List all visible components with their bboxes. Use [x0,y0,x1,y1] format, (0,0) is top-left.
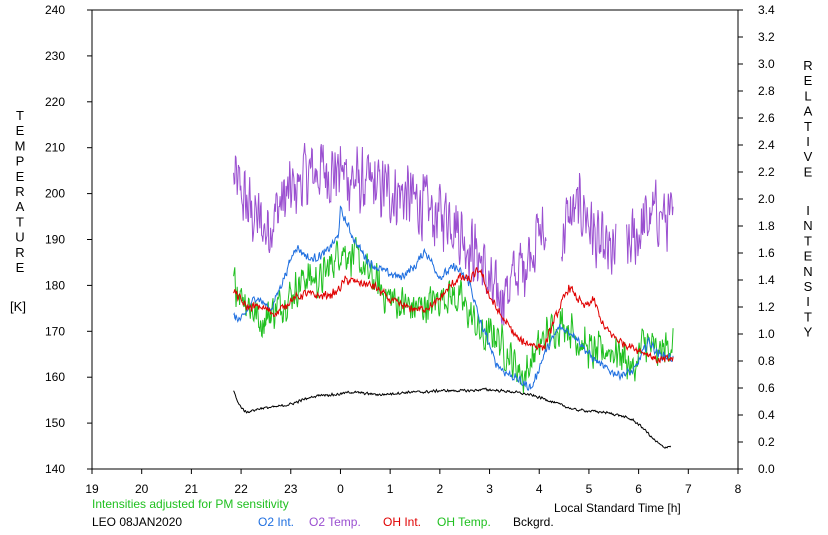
right-axis-label-letter: I [806,294,810,309]
x-tick-label: 8 [735,482,742,496]
right-axis-label-letter: T [804,119,812,134]
right-axis-label-letter: T [804,233,812,248]
left-axis-label-letter: R [15,245,24,260]
x-axis-ticks: 19 20 21 22 23 0 1 2 3 4 5 6 7 8 [85,469,742,496]
left-tick-label: 140 [45,462,65,476]
right-tick-label: 3.2 [758,30,775,44]
left-tick-label: 170 [45,324,65,338]
right-axis-ticks: 0.0 0.2 0.4 0.6 0.8 1.0 1.2 1.4 1.6 1.8 2.0 2.2 2.4 2… [738,3,775,476]
right-axis-label-letter: E [804,249,813,264]
left-axis-unit: [K] [10,299,26,314]
series-line [561,172,617,275]
x-tick-label: 22 [234,482,248,496]
right-axis-label-letter: S [804,279,813,294]
site-date: LEO 08JAN2020 [92,515,182,529]
x-tick-label: 0 [337,482,344,496]
right-tick-label: 0.4 [758,408,775,422]
series-line [233,387,672,449]
left-tick-label: 190 [45,233,65,247]
right-tick-label: 3.0 [758,57,775,71]
x-tick-label: 3 [486,482,493,496]
left-tick-label: 240 [45,3,65,17]
right-tick-label: 1.0 [758,327,775,341]
right-axis-label-letter: E [804,73,813,88]
legend: O2 Int. O2 Temp. OH Int. OH Temp. Bckgrd. [258,515,554,529]
x-tick-label: 23 [284,482,298,496]
right-axis-label-letter: I [806,203,810,218]
right-axis-label-letter: T [804,309,812,324]
right-axis-label-letter: L [804,88,811,103]
series-group [233,142,674,449]
right-tick-label: 2.8 [758,84,775,98]
left-axis-ticks: 140 150 160 170 180 190 200 210 220 230 240 [45,3,92,476]
right-tick-label: 2.6 [758,111,775,125]
left-axis-label-letter: T [16,214,24,229]
right-tick-label: 1.8 [758,219,775,233]
left-axis-label-letter: P [16,154,25,169]
legend-entry: OH Int. [383,515,421,529]
left-axis-label-letter: R [15,184,24,199]
x-tick-label: 19 [85,482,99,496]
right-tick-label: 1.2 [758,300,775,314]
left-tick-label: 160 [45,370,65,384]
series-line [233,237,674,394]
right-tick-label: 2.0 [758,192,775,206]
right-axis-label-letter: I [806,134,810,149]
left-tick-label: 220 [45,95,65,109]
x-tick-label: 20 [135,482,149,496]
right-axis-label-letter: N [803,264,812,279]
x-tick-label: 4 [536,482,543,496]
right-tick-label: 2.2 [758,165,775,179]
series-line [233,267,674,364]
right-axis-label-letter: E [804,164,813,179]
left-tick-label: 200 [45,187,65,201]
x-tick-label: 5 [586,482,593,496]
x-tick-label: 7 [685,482,692,496]
right-tick-label: 1.4 [758,273,775,287]
legend-entry: Bckgrd. [513,515,554,529]
legend-entry: O2 Int. [258,515,294,529]
series-line [233,205,674,391]
left-tick-label: 150 [45,416,65,430]
left-axis-label-letter: E [16,123,25,138]
right-tick-label: 0.6 [758,381,775,395]
right-tick-label: 0.2 [758,435,775,449]
left-axis-label-letter: T [16,108,24,123]
right-axis-label-letter: Y [804,325,813,340]
left-tick-label: 180 [45,278,65,292]
right-tick-label: 2.4 [758,138,775,152]
x-tick-label: 6 [635,482,642,496]
left-axis-label-letter: U [15,230,24,245]
left-axis-label-letter: E [16,260,25,275]
right-tick-label: 0.0 [758,462,775,476]
left-axis-label-letter: E [16,169,25,184]
legend-entry: O2 Temp. [309,515,361,529]
right-tick-label: 1.6 [758,246,775,260]
legend-entry: OH Temp. [437,515,491,529]
x-tick-label: 2 [437,482,444,496]
sensitivity-note: Intensities adjusted for PM sensitivity [92,497,289,511]
x-axis-label: Local Standard Time [h] [554,501,681,515]
right-axis-label-letter: A [804,104,813,119]
left-tick-label: 210 [45,141,65,155]
right-axis-label-letter: V [804,149,813,164]
x-tick-label: 1 [387,482,394,496]
right-axis-label-letter: N [803,218,812,233]
x-tick-label: 21 [185,482,199,496]
left-axis-label-letter: M [15,138,26,153]
right-tick-label: 0.8 [758,354,775,368]
series-line [233,142,547,326]
left-axis-label-letter: A [16,199,25,214]
series-line [626,179,674,265]
left-tick-label: 230 [45,49,65,63]
right-tick-label: 3.4 [758,3,775,17]
right-axis-label-letter: R [803,58,812,73]
